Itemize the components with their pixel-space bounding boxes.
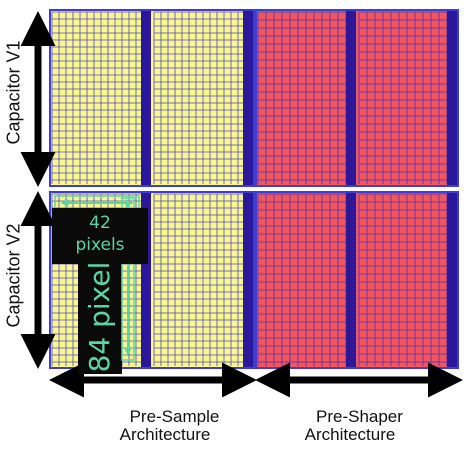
column-bar [447,11,457,185]
panel-pre-sample-v1 [49,9,255,187]
panel-pre-shaper-v2 [255,191,459,369]
pre-sample-label: Pre-Sample Architecture [80,390,250,462]
panel-pre-shaper-v1 [255,9,459,187]
height-callout-outline [121,197,135,361]
column-bar [243,193,253,367]
capacitor-v1-label: Capacitor V1 [4,33,25,153]
pre-shaper-label: Pre-Shaper Architecture [262,390,438,462]
pixel-architecture-diagram: 42 pixels 84 pixel Capacitor V1 Capacito… [4,9,463,444]
height-callout-box [78,258,122,374]
column-bar [346,193,356,367]
height-callout-text-wrap: 84 pixel [83,257,117,377]
capacitor-v2-text: Capacitor V2 [3,223,24,328]
width-callout-label-box: 42 pixels [52,208,148,264]
capacitor-v1-text: Capacitor V1 [3,40,24,145]
column-bar [141,11,151,185]
column-bar [346,11,356,185]
pre-sample-text: Pre-Sample Architecture [119,407,220,444]
column-bar [447,193,457,367]
column-bar [141,193,151,367]
height-callout-text: 84 pixel [83,261,116,373]
pre-shaper-text: Pre-Shaper Architecture [304,407,403,444]
column-bar [243,11,253,185]
width-callout-text: 42 pixels [75,213,125,255]
capacitor-v2-label: Capacitor V2 [4,216,25,336]
